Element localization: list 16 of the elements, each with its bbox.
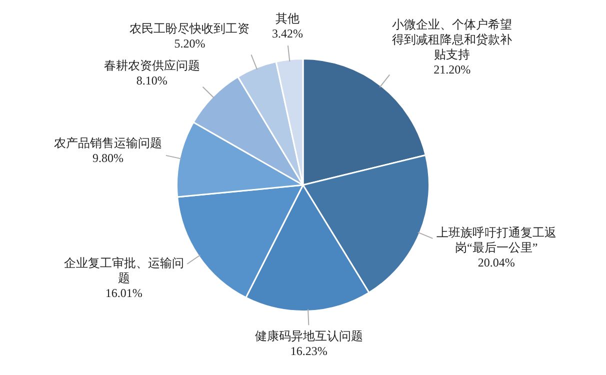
data-label: 3.42%: [272, 26, 304, 40]
data-label: 9.80%: [92, 151, 124, 166]
slice-label: 上班族呼吁打通复工返岗“最后一公里”: [436, 226, 556, 255]
data-label: 8.10%: [136, 73, 168, 88]
data-label: 21.20%: [434, 62, 471, 77]
slice-label: 企业复工审批、运输问题: [64, 256, 184, 286]
slice-label: 农产品销售运输问题: [54, 136, 162, 150]
slice-label: 其他: [276, 11, 300, 26]
data-label: 16.01%: [105, 286, 142, 300]
slice-label: 小微企业、个体户希望得到减租降息和贷款补贴支持: [392, 18, 512, 62]
data-label: 5.20%: [174, 36, 206, 51]
slice-label: 农民工盼尽快收到工资: [130, 22, 250, 36]
data-label: 16.23%: [290, 344, 328, 358]
data-label: 20.04%: [478, 256, 515, 270]
slice-label: 健康码异地互认问题: [254, 328, 363, 343]
slice-label: 春耕农资供应问题: [104, 58, 200, 72]
